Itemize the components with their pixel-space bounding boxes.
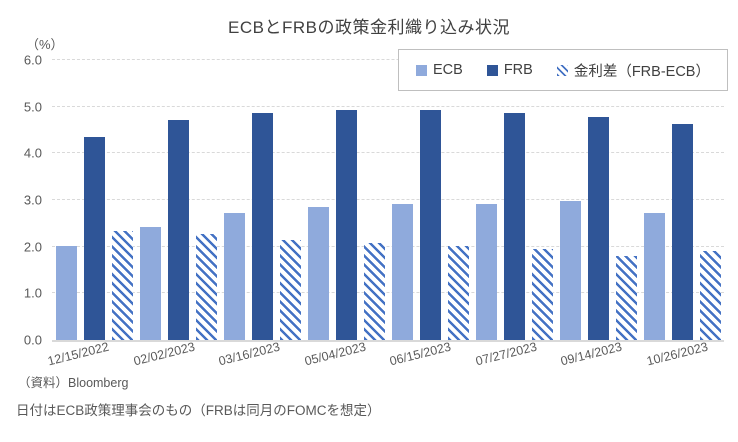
bar-group-07/27/2023: [472, 60, 556, 340]
date-note: 日付はECB政策理事会のもの（FRBは同月のFOMCを想定）: [16, 403, 381, 418]
legend-item-frb: FRB: [486, 62, 533, 78]
y-tick-label-5.0: 5.0: [23, 99, 42, 115]
bar-frb: [83, 137, 105, 340]
bar-ecb: [307, 207, 329, 340]
x-tick-label-03/16/2023: 03/16/2023: [217, 339, 282, 369]
gridline-1.0: [52, 292, 724, 294]
x-tick-label-09/14/2023: 09/14/2023: [559, 339, 624, 369]
bar-group-03/16/2023: [220, 60, 304, 340]
x-tick-label-06/15/2023: 06/15/2023: [388, 339, 453, 369]
y-tick-label-6.0: 6.0: [23, 52, 42, 68]
bar-frb: [587, 117, 609, 340]
x-tick-label-07/27/2023: 07/27/2023: [474, 339, 539, 369]
x-tick-cell: 07/27/2023: [474, 340, 560, 369]
x-tick-label-02/02/2023: 02/02/2023: [132, 339, 197, 369]
bar-frb: [167, 120, 189, 340]
legend-box: ECB FRB 金利差（FRB-ECB）: [398, 49, 728, 91]
y-tick-label-4.0: 4.0: [23, 145, 42, 161]
legend-label-ecb: ECB: [433, 62, 463, 78]
bar-frb: [671, 123, 693, 340]
x-tick-cell: 05/04/2023: [303, 340, 389, 369]
bar-group-10/26/2023: [640, 60, 724, 340]
bar-spread: [279, 239, 301, 340]
bar-ecb: [559, 201, 581, 340]
bar-group-02/02/2023: [136, 60, 220, 340]
bar-group-12/15/2022: [52, 60, 136, 340]
legend-label-frb: FRB: [503, 62, 533, 78]
gridline-3.0: [52, 199, 724, 200]
x-axis-tick-labels: 12/15/2022 02/02/2023 03/16/2023 05/04/2023…: [46, 340, 731, 369]
y-tick-label-2.0: 2.0: [23, 239, 42, 255]
y-axis-unit-label: （%）: [26, 37, 64, 52]
bar-spread: [363, 242, 385, 340]
legend-swatch-spread: [556, 64, 568, 76]
chart-title: ECBとFRBの政策金利織り込み状況: [228, 18, 510, 37]
bar-spread: [111, 231, 133, 340]
bar-ecb: [223, 213, 245, 340]
y-tick-label-1.0: 1.0: [23, 285, 42, 301]
x-tick-cell: 03/16/2023: [217, 340, 303, 369]
x-tick-cell: 09/14/2023: [559, 340, 645, 369]
bar-spread: [447, 246, 469, 340]
legend-swatch-frb: [486, 64, 498, 76]
bar-spread: [531, 248, 553, 340]
bar-ecb: [643, 213, 665, 340]
bar-spread: [195, 233, 217, 340]
y-axis-tick-labels: 0.0 1.0 2.0 3.0 4.0 5.0 6.0: [0, 53, 44, 348]
bar-frb: [251, 112, 273, 340]
gridline-2.0: [52, 245, 724, 247]
source-note: （資料）Bloomberg: [18, 376, 129, 390]
gridline-5.0: [52, 105, 724, 107]
bar-frb: [335, 109, 357, 340]
x-tick-cell: 12/15/2022: [46, 340, 132, 369]
plot-area: [52, 59, 724, 342]
bar-frb: [419, 109, 441, 340]
legend-item-ecb: ECB: [416, 62, 463, 78]
x-tick-label-10/26/2023: 10/26/2023: [645, 339, 710, 369]
bar-frb: [503, 112, 525, 340]
x-tick-cell: 10/26/2023: [645, 340, 731, 369]
bar-group-05/04/2023: [304, 60, 388, 340]
bar-group-06/15/2023: [388, 60, 472, 340]
y-tick-label-3.0: 3.0: [23, 192, 42, 208]
bar-groups: [52, 60, 724, 340]
bar-spread: [699, 250, 721, 340]
bar-ecb: [475, 204, 497, 340]
y-tick-label-0.0: 0.0: [23, 332, 42, 348]
bar-spread: [615, 256, 637, 340]
x-tick-cell: 02/02/2023: [132, 340, 218, 369]
bar-ecb: [139, 226, 161, 340]
gridline-4.0: [52, 152, 724, 154]
bar-ecb: [391, 203, 413, 340]
legend-item-spread: 金利差（FRB-ECB）: [556, 60, 710, 81]
x-tick-label-05/04/2023: 05/04/2023: [303, 339, 368, 369]
gridline-6.0: [52, 59, 724, 60]
x-tick-label-12/15/2022: 12/15/2022: [46, 339, 111, 369]
bar-group-09/14/2023: [556, 60, 640, 340]
x-tick-cell: 06/15/2023: [388, 340, 474, 369]
legend-label-spread: 金利差（FRB-ECB）: [573, 63, 710, 80]
legend-swatch-ecb: [416, 64, 427, 76]
bar-ecb: [55, 245, 77, 340]
